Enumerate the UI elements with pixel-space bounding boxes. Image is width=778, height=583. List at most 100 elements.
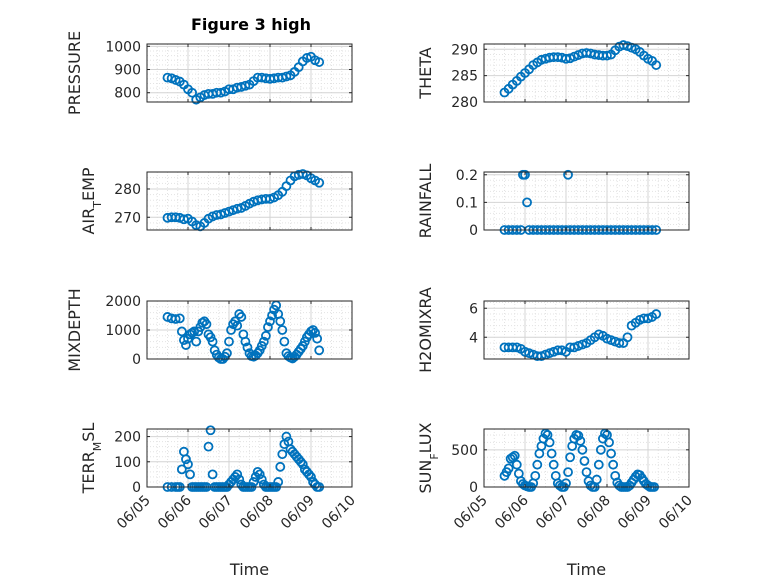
- data-point: [176, 326, 187, 337]
- data-point: [267, 310, 277, 321]
- data-point: [222, 348, 232, 359]
- data-point: [575, 435, 586, 446]
- data-point: [511, 459, 522, 470]
- data-point: [224, 336, 234, 347]
- y-tick-label: 0: [469, 480, 478, 496]
- data-point: [604, 437, 614, 448]
- data-point: [608, 459, 619, 470]
- y-tick-label: 280: [114, 182, 141, 198]
- x-tick-label: 06/07: [196, 493, 236, 533]
- data-point: [277, 325, 288, 335]
- data-point: [240, 336, 251, 347]
- x-tick-label: 06/06: [492, 492, 532, 532]
- data-point: [252, 466, 263, 477]
- y-tick-label: 800: [114, 86, 141, 102]
- data-point: [544, 437, 555, 448]
- data-point: [275, 316, 286, 327]
- data-point: [614, 338, 625, 348]
- data-point: [295, 456, 306, 467]
- y-axis-label: AIRTEMP: [79, 167, 104, 234]
- x-tick-label: 06/10: [656, 493, 696, 533]
- data-point: [234, 474, 245, 485]
- data-point: [546, 448, 557, 459]
- y-axis-label: THETA: [416, 47, 435, 99]
- data-point: [170, 314, 181, 324]
- y-tick-label: 6: [469, 301, 478, 317]
- data-point: [503, 463, 514, 474]
- axes-frame: [146, 171, 353, 231]
- data-point: [304, 469, 314, 480]
- data-point: [203, 441, 214, 452]
- y-tick-label: 285: [451, 69, 478, 85]
- x-tick-label: 06/07: [533, 493, 573, 533]
- data-point: [548, 459, 559, 470]
- data-point: [507, 452, 518, 463]
- x-tick-label: 06/05: [114, 493, 154, 533]
- data-point: [509, 450, 520, 461]
- data-point: [263, 322, 273, 333]
- subplot-6: 46: [469, 300, 690, 362]
- data-point: [522, 197, 532, 208]
- data-point: [314, 177, 325, 188]
- y-axis-label: PRESSURE: [65, 31, 84, 115]
- data-point: [201, 319, 212, 330]
- data-point: [232, 203, 243, 214]
- data-point: [312, 333, 323, 344]
- data-point: [532, 459, 543, 470]
- data-point: [595, 444, 606, 455]
- data-point: [591, 474, 602, 485]
- y-tick-label: 0: [132, 352, 141, 368]
- y-tick-label: 0.1: [456, 195, 478, 211]
- data-point: [256, 474, 267, 485]
- data-point: [205, 425, 216, 436]
- data-point: [176, 464, 187, 475]
- data-point: [232, 469, 243, 480]
- y-tick-label: 1000: [105, 323, 141, 339]
- x-tick-label: 06/09: [278, 493, 318, 533]
- x-tick-label: 06/05: [451, 493, 491, 533]
- subplot-2: 280 285 290: [451, 40, 690, 111]
- subplot-3: 270 280: [114, 169, 353, 232]
- data-point: [581, 467, 592, 478]
- data-point: [314, 345, 325, 356]
- data-point: [187, 327, 198, 338]
- data-point: [181, 340, 191, 350]
- data-point: [273, 477, 284, 487]
- y-tick-label: 270: [114, 210, 141, 226]
- data-point: [240, 80, 251, 91]
- data-point: [236, 312, 247, 322]
- y-tick-label: 0: [469, 223, 478, 239]
- data-point: [254, 469, 265, 480]
- axes-frame: [146, 428, 353, 488]
- axes-frame: [483, 300, 690, 360]
- data-point: [306, 472, 316, 482]
- data-point: [618, 40, 629, 50]
- data-point: [563, 169, 573, 180]
- subplot-1: 800 900 1000: [105, 39, 353, 105]
- y-axis-label: MIXDEPTH: [65, 288, 84, 371]
- subplot-8: 0 500 06/05 06/06 06/07 06/08 06/09 06/10 Time: [451, 428, 696, 579]
- data-point: [181, 454, 191, 465]
- data-point: [563, 467, 573, 478]
- data-point: [265, 316, 275, 327]
- plot-area: [147, 429, 352, 487]
- subplot-4: 0 0.1 0.2: [456, 168, 690, 239]
- data-point: [651, 60, 662, 70]
- y-tick-label: 280: [451, 95, 478, 111]
- plot-area: [147, 44, 352, 102]
- y-tick-label: 2000: [105, 294, 141, 310]
- axes-frame: [483, 171, 690, 231]
- data-point: [573, 430, 584, 441]
- y-tick-label: 0: [132, 480, 141, 496]
- data-point: [606, 448, 616, 459]
- subplot-5: 0 1000 2000: [105, 294, 353, 368]
- x-tick-label: 06/09: [615, 493, 655, 533]
- y-axis-label: H2OMIXRA: [416, 287, 435, 373]
- y-axis-label: RAINFALL: [416, 164, 435, 239]
- data-point: [281, 431, 292, 442]
- data-point: [185, 469, 195, 480]
- data-point: [232, 320, 243, 331]
- data-point: [258, 336, 269, 347]
